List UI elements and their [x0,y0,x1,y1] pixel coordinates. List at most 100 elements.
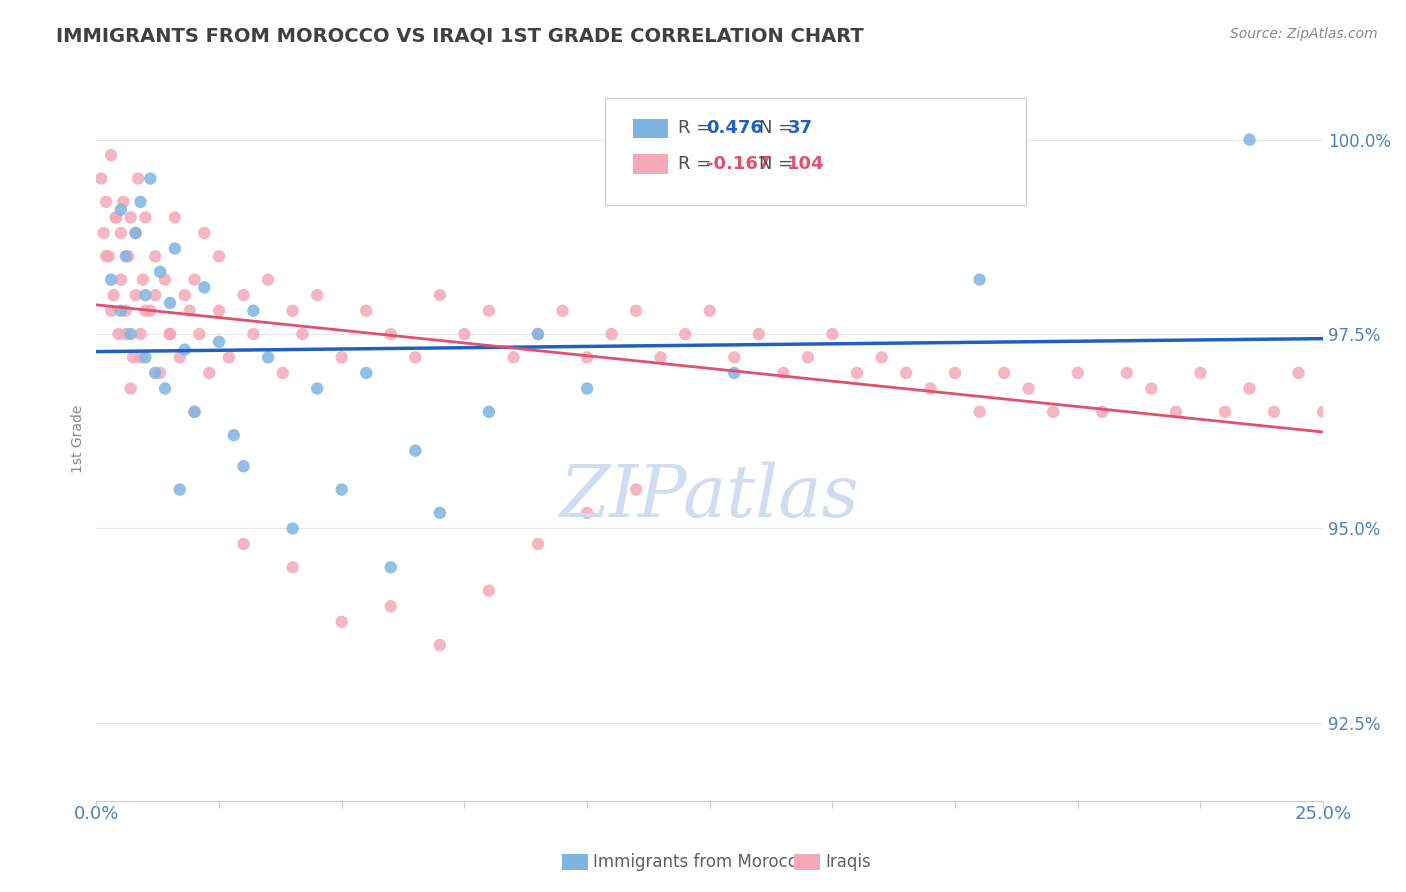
Point [173,288,195,302]
Point [124,288,146,302]
Point [1312,405,1334,419]
Point [281,560,304,574]
Point [993,366,1015,380]
Point [139,303,162,318]
Point [307,382,329,396]
Point [114,303,136,318]
Text: Immigrants from Morocco: Immigrants from Morocco [593,853,807,871]
Point [139,171,162,186]
Point [527,326,550,341]
Text: N =: N = [759,155,799,173]
Point [624,483,647,497]
Text: ZIPatlas: ZIPatlas [560,462,859,533]
Point [188,326,211,341]
Point [114,249,136,263]
Point [153,272,176,286]
Point [134,288,156,302]
Point [330,615,353,629]
Point [1115,366,1137,380]
Point [232,288,254,302]
Point [821,326,844,341]
Point [478,303,501,318]
Point [193,226,215,240]
Point [281,521,304,535]
Point [673,326,696,341]
Point [122,351,145,365]
Point [870,351,893,365]
Text: N =: N = [759,120,799,137]
Point [163,211,186,225]
Text: Source: ZipAtlas.com: Source: ZipAtlas.com [1230,27,1378,41]
Text: R =: R = [678,120,717,137]
Point [404,443,426,458]
Point [218,351,240,365]
Text: -0.167: -0.167 [706,155,770,173]
Text: IMMIGRANTS FROM MOROCCO VS IRAQI 1ST GRADE CORRELATION CHART: IMMIGRANTS FROM MOROCCO VS IRAQI 1ST GRA… [56,27,865,45]
Point [527,326,550,341]
Point [1239,133,1261,147]
Point [198,366,221,380]
Point [120,326,142,341]
Point [307,288,329,302]
Point [100,303,122,318]
Point [330,483,353,497]
Point [124,226,146,240]
Point [143,288,166,302]
Point [120,211,142,225]
Point [110,303,132,318]
Point [429,506,451,520]
Point [149,366,172,380]
Point [96,249,118,263]
Point [193,280,215,294]
Point [576,351,599,365]
Point [143,249,166,263]
Point [242,303,264,318]
Point [380,560,402,574]
Point [723,366,745,380]
Point [600,326,623,341]
Point [1288,366,1310,380]
Point [1067,366,1090,380]
Point [797,351,820,365]
Text: 104: 104 [787,155,825,173]
Point [110,202,132,217]
Point [772,366,794,380]
Point [222,428,245,442]
Point [149,265,172,279]
Point [242,326,264,341]
Point [943,366,966,380]
Point [169,483,191,497]
Point [624,303,647,318]
Point [429,638,451,652]
Point [1189,366,1212,380]
Point [110,272,132,286]
Point [103,288,125,302]
Point [107,326,129,341]
Point [183,272,205,286]
Point [1263,405,1285,419]
Point [159,326,181,341]
Point [110,226,132,240]
Point [429,288,451,302]
Text: Iraqis: Iraqis [825,853,872,871]
Point [478,405,501,419]
Point [232,537,254,551]
Point [969,272,991,286]
Point [153,382,176,396]
Point [97,249,120,263]
Point [96,194,118,209]
Point [169,351,191,365]
Point [257,272,280,286]
Point [104,211,127,225]
Point [1239,382,1261,396]
Point [173,343,195,357]
Point [404,351,426,365]
Point [380,326,402,341]
Point [257,351,280,365]
Point [453,326,475,341]
Point [699,303,721,318]
Point [281,303,304,318]
Point [100,148,122,162]
Point [93,226,115,240]
Point [208,303,231,318]
